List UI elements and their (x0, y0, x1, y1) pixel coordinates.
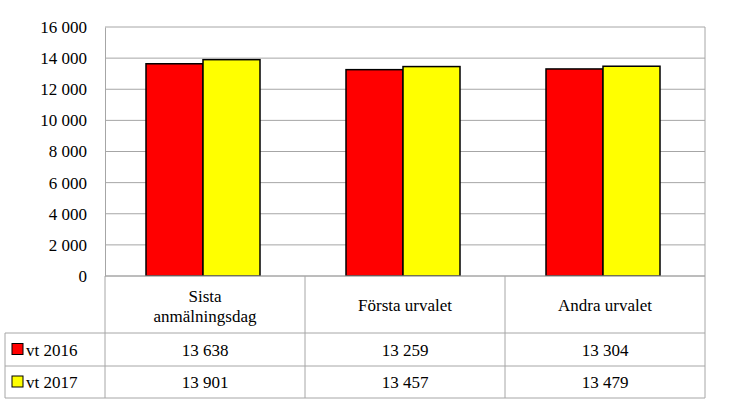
bar (603, 66, 660, 276)
data-table: Sistaanmälningsdag Första urvalet Andra ur… (5, 276, 705, 398)
y-tick: 10 000 (40, 111, 105, 130)
legend-key (12, 376, 23, 387)
y-tick: 6 000 (49, 174, 105, 193)
bar-series (203, 60, 660, 276)
y-tick-label: 12 000 (40, 80, 87, 99)
table-line (705, 276, 706, 398)
table-line (5, 398, 705, 399)
y-tick-label: 2 000 (49, 236, 87, 255)
y-tick: 16 000 (40, 18, 105, 37)
table-value: 13 259 (382, 341, 429, 360)
table-line (505, 276, 506, 398)
y-tick-label: 4 000 (49, 205, 87, 224)
y-tick: 8 000 (49, 142, 105, 161)
bar (203, 60, 260, 276)
table-line (5, 366, 705, 367)
table-value: 13 479 (582, 373, 629, 392)
y-tick: 2 000 (49, 236, 105, 255)
y-tick-label: 10 000 (40, 111, 87, 130)
y-tick: 4 000 (49, 205, 105, 224)
table-line (5, 333, 6, 398)
y-axis: 0 2 000 4 000 6 000 8 000 10 000 12 000 14 000 1… (40, 18, 105, 286)
legend-label: vt 2017 (26, 373, 78, 392)
table-value: 13 638 (182, 341, 229, 360)
legend-label: vt 2016 (26, 341, 77, 360)
plot-frame (705, 27, 706, 276)
grid-line (105, 58, 705, 59)
bar (546, 69, 603, 276)
bar (403, 67, 460, 276)
table-value: 13 901 (182, 373, 229, 392)
table-line (105, 276, 106, 398)
bar (146, 64, 203, 276)
y-tick-label: 8 000 (49, 142, 87, 161)
grid-line (105, 276, 705, 277)
table-value: 13 304 (582, 341, 629, 360)
y-tick-label: 16 000 (40, 18, 87, 37)
y-tick: 14 000 (40, 49, 105, 68)
y-tick: 12 000 (40, 80, 105, 99)
table-line (105, 276, 705, 277)
bars (146, 60, 660, 276)
grid (105, 27, 705, 276)
category-label: Första urvalet (358, 296, 452, 315)
table-value: 13 457 (382, 373, 429, 392)
grid-line (105, 27, 705, 28)
y-tick-label: 0 (79, 267, 88, 286)
category-label: Sistaanmälningsdag (154, 287, 257, 326)
y-tick: 0 (79, 267, 106, 286)
y-tick-label: 6 000 (49, 174, 87, 193)
y-axis-line (105, 28, 106, 277)
chart: 0 2 000 4 000 6 000 8 000 10 000 12 000 14 000 1… (0, 0, 729, 409)
table-line (5, 333, 705, 334)
category-label: Andra urvalet (558, 296, 652, 315)
legend-key (12, 344, 23, 355)
y-tick-label: 14 000 (40, 49, 87, 68)
table-line (305, 276, 306, 398)
bar (346, 70, 403, 276)
